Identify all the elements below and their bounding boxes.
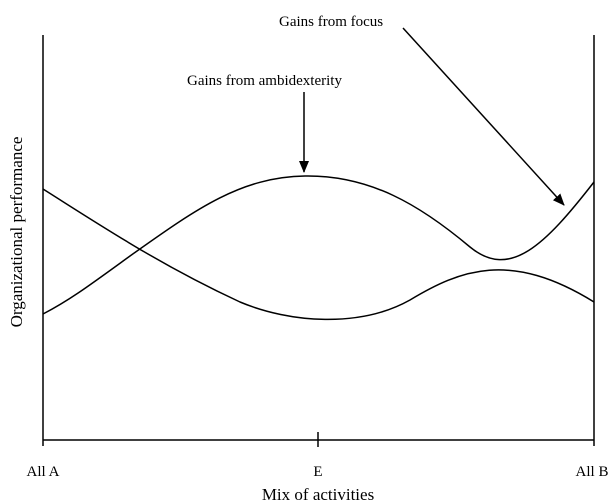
gains-from-focus-label: Gains from focus xyxy=(279,14,383,30)
gains-from-ambidexterity-label: Gains from ambidexterity xyxy=(187,73,342,89)
tick-label-all-a: All A xyxy=(27,464,60,480)
focus-arrow xyxy=(402,27,565,206)
tick-label-all-b: All B xyxy=(576,464,609,480)
tick-label-e: E xyxy=(313,464,322,480)
ambidexterity-curve xyxy=(42,175,595,315)
x-axis-label: Mix of activities xyxy=(262,485,374,504)
y-axis-label: Organizational performance xyxy=(7,137,26,328)
focus-curve xyxy=(42,188,595,321)
